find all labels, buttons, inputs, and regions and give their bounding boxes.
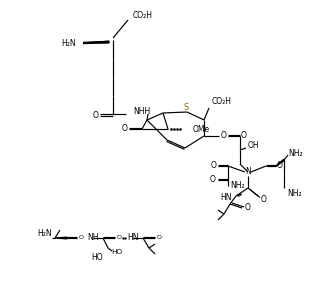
Text: O: O [221, 131, 227, 140]
Polygon shape [83, 41, 109, 43]
Text: O: O [245, 204, 251, 213]
Polygon shape [55, 237, 67, 239]
Text: CO₂H: CO₂H [212, 98, 232, 107]
Text: O: O [116, 235, 122, 240]
Text: HO: HO [91, 253, 103, 262]
Text: HN: HN [220, 194, 232, 203]
Text: O: O [157, 235, 161, 240]
Text: NH₂: NH₂ [288, 149, 303, 159]
Text: O: O [211, 161, 217, 170]
Text: O: O [78, 235, 84, 240]
Text: CO₂H: CO₂H [133, 11, 153, 20]
Text: O: O [261, 194, 267, 204]
Text: O: O [122, 124, 128, 133]
Text: H₂N: H₂N [37, 230, 52, 239]
Text: O: O [210, 175, 216, 184]
Text: OMe: OMe [193, 124, 210, 133]
Text: N: N [245, 168, 251, 176]
Text: O: O [241, 131, 247, 140]
Text: S: S [183, 102, 189, 111]
Polygon shape [276, 159, 285, 166]
Text: NH₂: NH₂ [230, 182, 245, 191]
Text: HO: HO [111, 249, 122, 255]
Text: NH₂: NH₂ [287, 189, 302, 198]
Text: HN: HN [127, 233, 138, 243]
Text: OH: OH [248, 142, 260, 150]
Text: O: O [277, 161, 283, 170]
Text: H₂N: H₂N [61, 38, 76, 47]
Text: O: O [93, 111, 99, 120]
Text: NH: NH [87, 233, 99, 243]
Text: NHH: NHH [133, 108, 150, 117]
